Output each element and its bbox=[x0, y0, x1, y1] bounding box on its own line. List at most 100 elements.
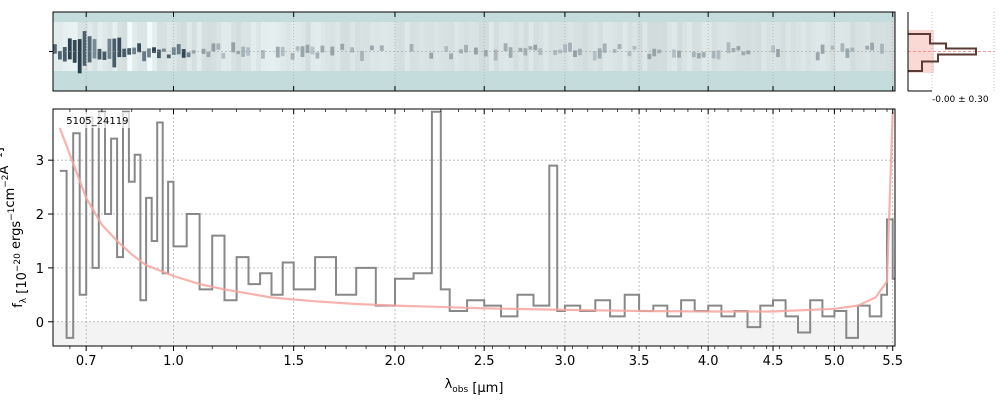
spectrum-2d-pixel bbox=[553, 50, 557, 56]
spectrum-2d-pixel bbox=[865, 45, 870, 50]
spectrum-2d-pixel bbox=[166, 54, 171, 59]
spectrum-2d-column bbox=[216, 22, 222, 71]
spectrum-2d-column bbox=[147, 22, 153, 71]
spectrum-2d-pixel bbox=[880, 43, 884, 54]
spectrum-2d-column bbox=[528, 22, 534, 71]
spectrum-2d-column bbox=[518, 22, 525, 71]
x-tick-label: 4.0 bbox=[698, 354, 719, 369]
spectrum-2d-column bbox=[280, 22, 287, 71]
spectrum-2d-pixel bbox=[152, 47, 156, 53]
spectrum-2d-pixel bbox=[538, 48, 543, 55]
spectrum-2d-pixel bbox=[92, 39, 97, 59]
spectrum-2d-column bbox=[360, 22, 366, 71]
spectrum-2d-column bbox=[890, 22, 896, 71]
spectrum-2d-pixel bbox=[726, 42, 731, 54]
y-tick-label: 3 bbox=[36, 154, 44, 169]
spectrum-2d-column bbox=[454, 22, 460, 71]
spectrum-2d-pixel bbox=[87, 36, 92, 63]
spectrum-2d-column bbox=[474, 22, 480, 71]
spectrum-2d-pixel bbox=[632, 46, 637, 50]
spectrum-2d-column bbox=[379, 22, 386, 71]
y-tick-label: 1 bbox=[36, 262, 44, 277]
zero-level-band bbox=[53, 321, 895, 346]
spectrum-2d-column bbox=[503, 22, 510, 71]
spectrum-2d-pixel bbox=[117, 37, 122, 58]
spectrum-2d-column bbox=[374, 22, 381, 71]
spectrum-2d-pixel bbox=[206, 51, 211, 58]
spectrum-2d-pixel bbox=[701, 52, 706, 58]
spectrum-2d-column bbox=[127, 22, 133, 71]
spectrum-2d-column bbox=[211, 22, 217, 71]
spectrum-2d-column bbox=[533, 22, 539, 71]
spectrum-2d-pixel bbox=[176, 44, 181, 55]
spectrum-2d-column bbox=[815, 22, 822, 71]
spectrum-2d-column bbox=[573, 22, 579, 71]
spectrum-2d-pixel bbox=[107, 38, 112, 59]
x-tick-label: 0.7 bbox=[76, 354, 97, 369]
x-tick-label: 5.0 bbox=[824, 354, 845, 369]
spectrum-2d-pixel bbox=[429, 52, 434, 59]
y-axis-label: fλ [10−20 ergs−1cm−2Å−1] bbox=[0, 147, 30, 308]
spectrum-2d-pixel bbox=[612, 49, 617, 53]
spectrum-2d-pixel bbox=[191, 50, 196, 54]
spectrum-2d-column bbox=[201, 22, 208, 71]
spectrum-2d-pixel bbox=[528, 46, 533, 50]
model-series-line bbox=[58, 111, 894, 313]
spectrum-2d-column bbox=[285, 22, 292, 71]
x-tick-label: 1.0 bbox=[163, 354, 184, 369]
spectrum-2d-column bbox=[662, 22, 668, 71]
spectrum-2d-column bbox=[583, 22, 589, 71]
spectrum-2d-column bbox=[820, 22, 827, 71]
spectrum-2d-column bbox=[181, 22, 188, 71]
spectrum-2d-pixel bbox=[647, 53, 652, 60]
spectrum-2d-pixel bbox=[568, 42, 572, 52]
spectrum-2d-column bbox=[266, 22, 272, 71]
spectrum-2d-column bbox=[97, 22, 104, 71]
spectrum-2d-pixel bbox=[162, 48, 166, 52]
spectrum-2d-column bbox=[295, 22, 302, 71]
spectrum-2d-pixel bbox=[350, 47, 354, 53]
spectrum-2d-column bbox=[429, 22, 435, 71]
spectrum-2d-column bbox=[637, 22, 643, 71]
spectrum-2d-column bbox=[825, 22, 832, 71]
spectrum-2d-column bbox=[270, 22, 277, 71]
spectrum-2d-pixel bbox=[142, 51, 146, 62]
spectrum-2d-pixel bbox=[850, 47, 855, 52]
spectrum-2d-pixel bbox=[53, 44, 57, 54]
spectrum-2d-pixel bbox=[67, 38, 72, 60]
spectrum-2d-column bbox=[766, 22, 772, 71]
spectrum-2d-column bbox=[563, 22, 569, 71]
spectrum-2d-column bbox=[548, 22, 554, 71]
spectrum-2d-pixel bbox=[508, 47, 513, 58]
spectrum-2d-column bbox=[751, 22, 757, 71]
spectrum-2d-column bbox=[464, 22, 470, 71]
spectrum-2d-pixel bbox=[691, 51, 696, 58]
spectrum-2d-pixel bbox=[147, 48, 151, 58]
spectrum-2d-column bbox=[677, 22, 683, 71]
spectrum-2d-pixel bbox=[449, 53, 453, 60]
source-id-label: 5105_24119 bbox=[66, 116, 128, 127]
spectrum-2d-pixel bbox=[736, 46, 741, 51]
spectrum-2d-pixel bbox=[261, 50, 265, 59]
spectrum-2d-column bbox=[315, 22, 321, 71]
spectrum-2d-column bbox=[781, 22, 787, 71]
spectrum-2d-column bbox=[58, 22, 64, 71]
x-axis-label: λobs [μm] bbox=[445, 377, 504, 396]
spectrum-2d-pixel bbox=[221, 53, 226, 59]
spectrum-2d-column bbox=[152, 22, 158, 71]
profile-line bbox=[908, 33, 977, 72]
spectrum-2d-pixel bbox=[310, 46, 315, 55]
spectrum-2d-pixel bbox=[503, 43, 508, 52]
spectrum-2d-pixel bbox=[815, 52, 820, 61]
spectrum-2d-column bbox=[483, 22, 490, 71]
spectrum-2d-column bbox=[731, 22, 738, 71]
x-tick-label: 4.5 bbox=[763, 354, 784, 369]
spectrum-2d-pixel bbox=[102, 51, 107, 60]
spectrum-2d-column bbox=[196, 22, 203, 71]
spectrum-2d-column bbox=[355, 22, 361, 71]
spectrum-2d-column bbox=[191, 22, 198, 71]
spectrum-2d-column bbox=[830, 22, 837, 71]
spectrum-2d-column bbox=[335, 22, 341, 71]
spectrum-2d-column bbox=[157, 22, 163, 71]
spectrum-2d-column bbox=[850, 22, 856, 71]
